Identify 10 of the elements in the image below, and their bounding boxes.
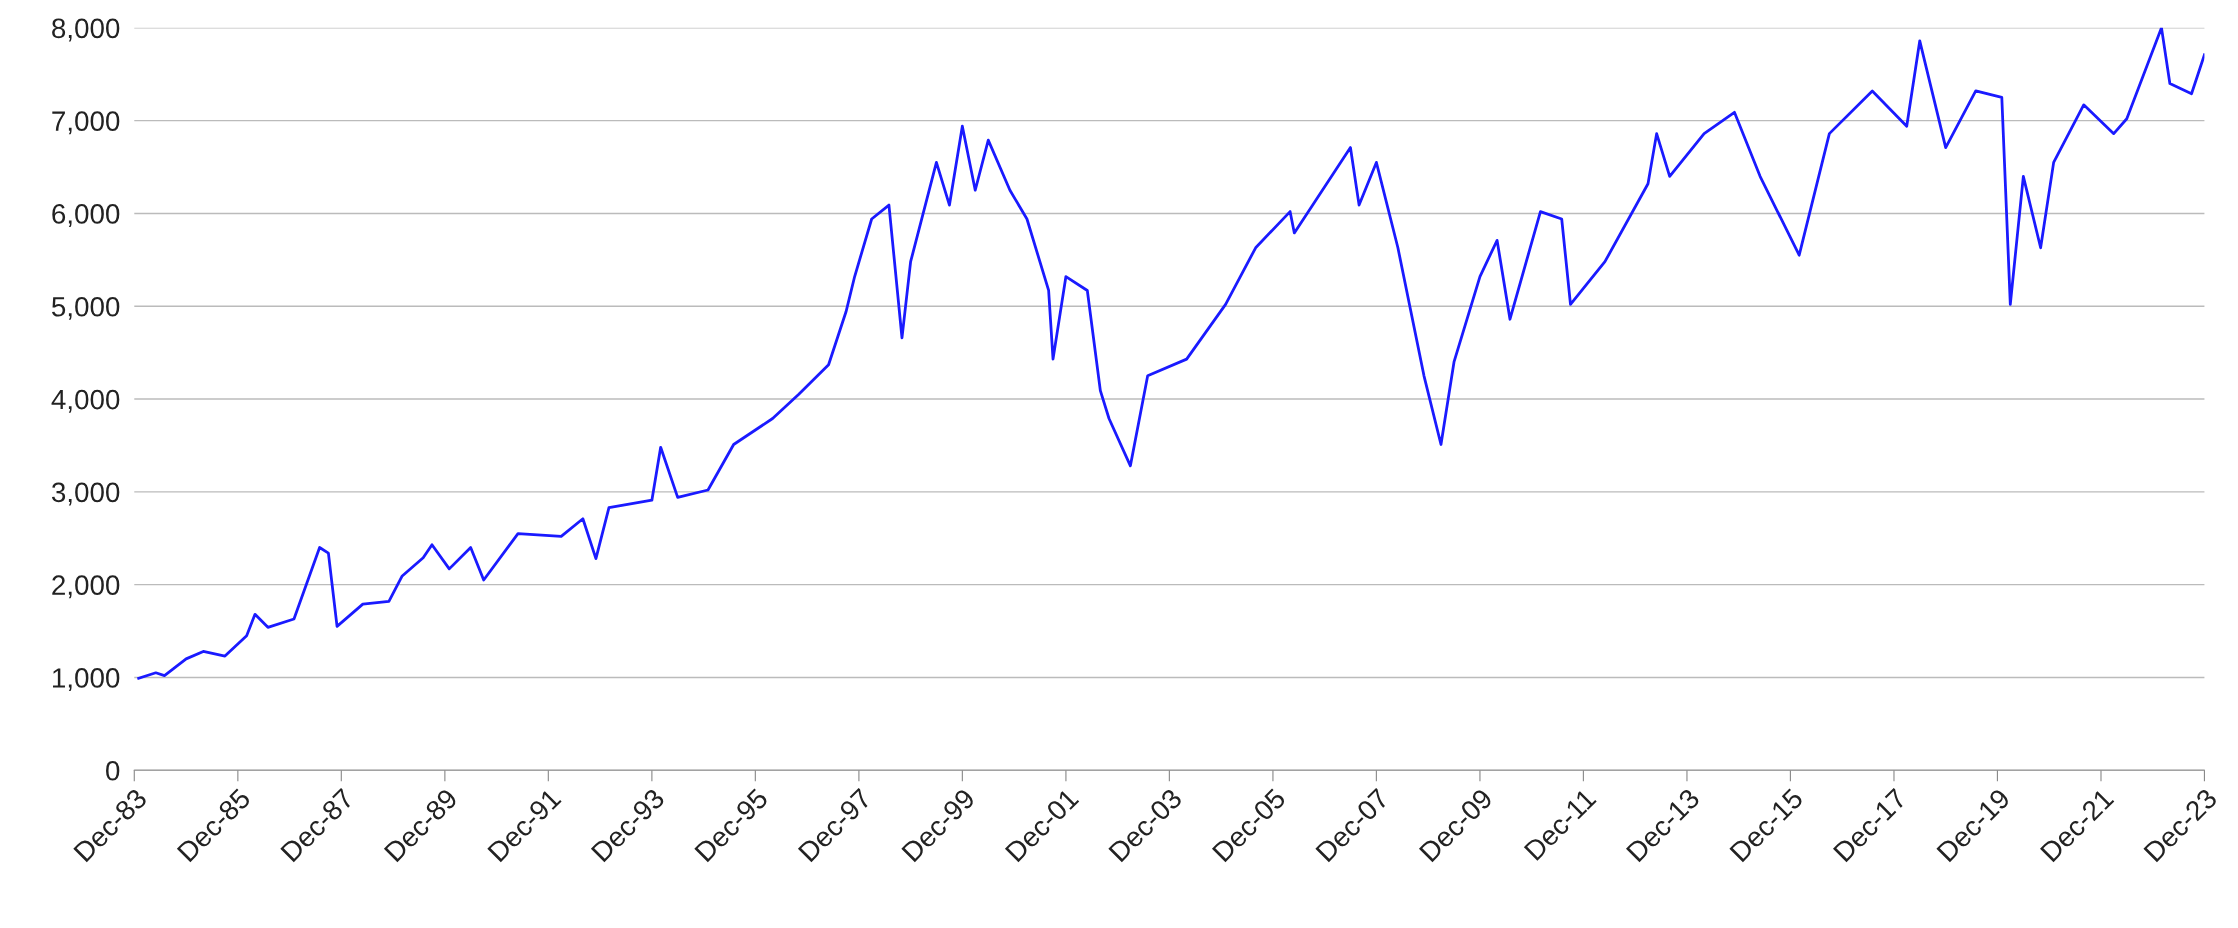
- y-tick-label: 8,000: [52, 18, 120, 42]
- y-tick-label: 2,000: [52, 575, 120, 599]
- y-tick-label: 3,000: [51, 482, 120, 506]
- y-tick-label: 0: [106, 760, 120, 781]
- line-series: [137, 27, 2205, 680]
- y-tick-label: 1,000: [53, 668, 120, 692]
- y-tick-label: 4,000: [51, 389, 120, 413]
- y-tick-label: 6,000: [52, 204, 120, 228]
- y-tick-label: 7,000: [52, 111, 120, 135]
- y-tick-label: 5,000: [52, 296, 120, 320]
